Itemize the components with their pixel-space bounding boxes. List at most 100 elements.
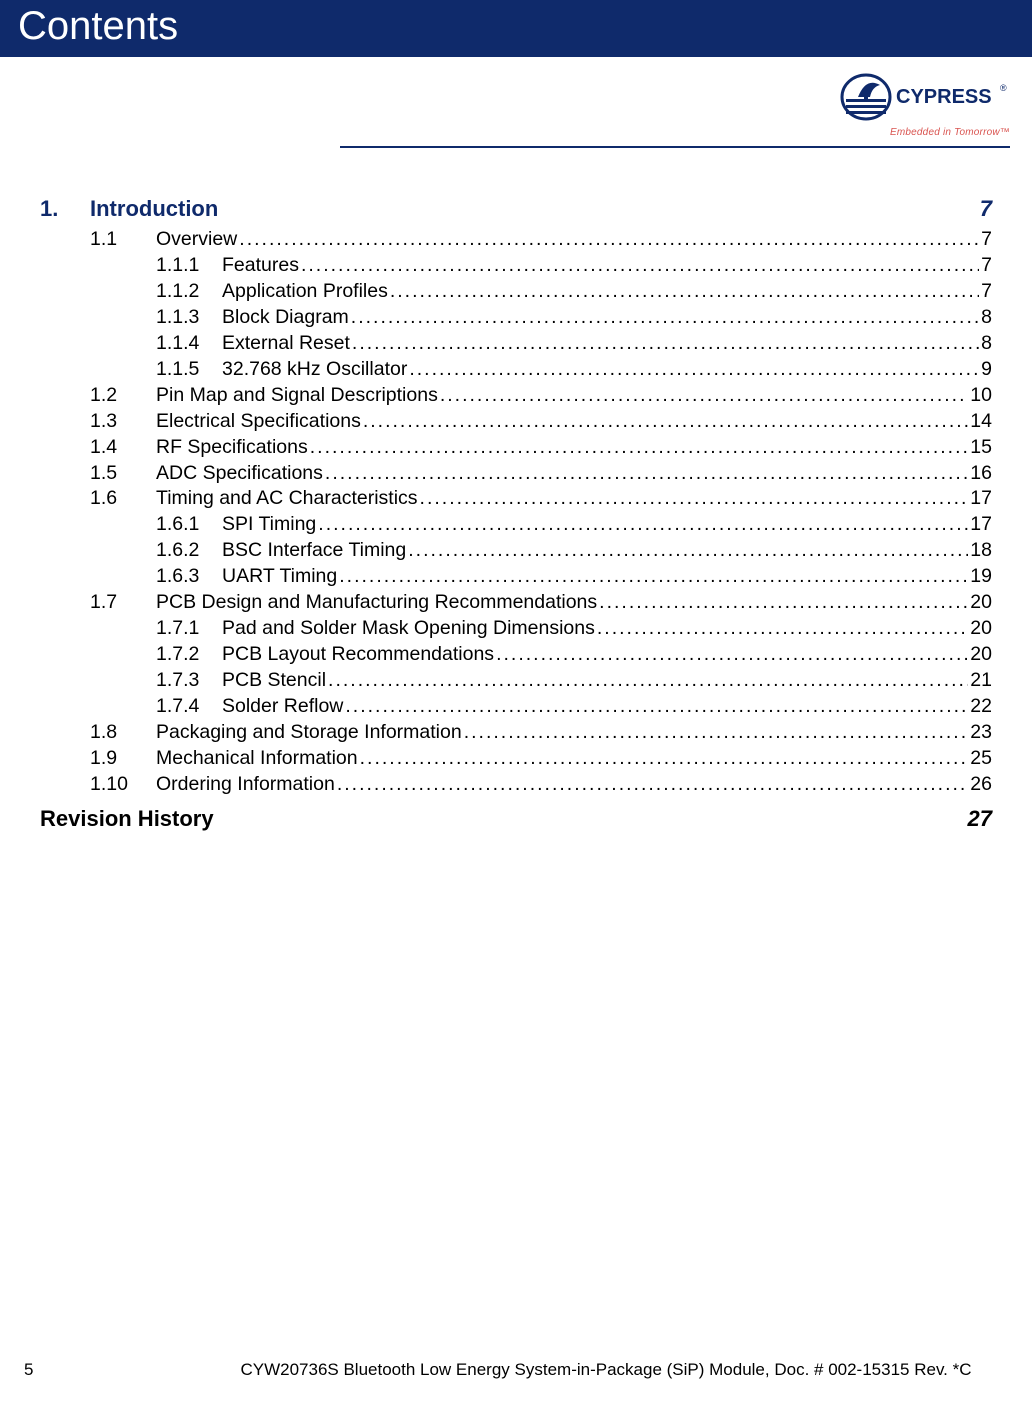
cypress-logo-icon: CYPRESS ® xyxy=(840,69,1010,125)
leader-dots: ........................................… xyxy=(239,227,979,253)
entry-page: 26 xyxy=(970,772,992,798)
entry-title: Electrical Specifications xyxy=(156,409,361,435)
entry-page: 9 xyxy=(981,357,992,383)
entry-title: Ordering Information xyxy=(156,772,335,798)
document-page: Contents CYPRESS ® Embedded in Tomorrow™ xyxy=(0,0,1032,1404)
entry-page: 8 xyxy=(981,331,992,357)
entry-page: 22 xyxy=(970,694,992,720)
entry-number: 1.10 xyxy=(90,772,156,798)
toc-section: 1.10Ordering Information................… xyxy=(40,772,992,798)
entry-page: 20 xyxy=(970,642,992,668)
entry-title: Solder Reflow xyxy=(222,694,343,720)
entry-page: 20 xyxy=(970,590,992,616)
contents-banner: Contents xyxy=(0,0,1032,57)
toc-section: 1.9Mechanical Information...............… xyxy=(40,746,992,772)
entry-page: 8 xyxy=(981,305,992,331)
entry-title: Mechanical Information xyxy=(156,746,358,772)
leader-dots: ........................................… xyxy=(318,512,968,538)
toc-subsection: 1.1.4External Reset.....................… xyxy=(40,331,992,357)
leader-dots: ........................................… xyxy=(597,616,968,642)
entry-title: Application Profiles xyxy=(222,279,388,305)
entry-number: 1.5 xyxy=(90,461,156,487)
entry-title: Timing and AC Characteristics xyxy=(156,486,418,512)
entry-number: 1.6.2 xyxy=(156,538,222,564)
table-of-contents: 1. Introduction 7 1.1Overview...........… xyxy=(0,148,1032,833)
entry-page: 15 xyxy=(970,435,992,461)
entry-number: 1.7.2 xyxy=(156,642,222,668)
entry-number: 1.1.4 xyxy=(156,331,222,357)
entry-title: Overview xyxy=(156,227,237,253)
revision-page: 27 xyxy=(968,804,992,833)
toc-entries-list: 1.1Overview.............................… xyxy=(40,227,992,797)
entry-page: 23 xyxy=(970,720,992,746)
entry-title: BSC Interface Timing xyxy=(222,538,406,564)
entry-number: 1.1.2 xyxy=(156,279,222,305)
entry-page: 20 xyxy=(970,616,992,642)
leader-dots: ........................................… xyxy=(440,383,968,409)
entry-number: 1.4 xyxy=(90,435,156,461)
leader-dots: ........................................… xyxy=(325,461,968,487)
leader-dots: ........................................… xyxy=(360,746,969,772)
toc-section: 1.7PCB Design and Manufacturing Recommen… xyxy=(40,590,992,616)
entry-page: 25 xyxy=(970,746,992,772)
entry-number: 1.6.1 xyxy=(156,512,222,538)
toc-subsection: 1.6.2BSC Interface Timing...............… xyxy=(40,538,992,564)
entry-title: ADC Specifications xyxy=(156,461,323,487)
entry-number: 1.6.3 xyxy=(156,564,222,590)
entry-page: 7 xyxy=(981,253,992,279)
banner-title: Contents xyxy=(18,4,178,48)
revision-title: Revision History xyxy=(40,804,968,833)
leader-dots: ........................................… xyxy=(599,590,968,616)
entry-title: Packaging and Storage Information xyxy=(156,720,462,746)
entry-number: 1.8 xyxy=(90,720,156,746)
entry-page: 21 xyxy=(970,668,992,694)
entry-number: 1.7 xyxy=(90,590,156,616)
leader-dots: ........................................… xyxy=(363,409,968,435)
page-footer: 5 CYW20736S Bluetooth Low Energy System-… xyxy=(0,1360,1032,1380)
entry-number: 1.9 xyxy=(90,746,156,772)
entry-number: 1.3 xyxy=(90,409,156,435)
toc-subsection: 1.7.2PCB Layout Recommendations.........… xyxy=(40,642,992,668)
toc-section: 1.5ADC Specifications...................… xyxy=(40,461,992,487)
chapter-number: 1. xyxy=(40,194,90,223)
chapter-page: 7 xyxy=(980,194,992,223)
leader-dots: ........................................… xyxy=(352,331,979,357)
entry-page: 16 xyxy=(970,461,992,487)
toc-section: 1.8Packaging and Storage Information....… xyxy=(40,720,992,746)
toc-revision-history: Revision History 27 xyxy=(40,804,992,833)
logo-tagline: Embedded in Tomorrow™ xyxy=(840,127,1010,138)
entry-page: 17 xyxy=(970,512,992,538)
brand-text: CYPRESS xyxy=(896,86,992,108)
leader-dots: ........................................… xyxy=(464,720,969,746)
leader-dots: ........................................… xyxy=(301,253,979,279)
toc-subsection: 1.6.3UART Timing........................… xyxy=(40,564,992,590)
entry-title: PCB Layout Recommendations xyxy=(222,642,494,668)
toc-subsection: 1.7.4Solder Reflow......................… xyxy=(40,694,992,720)
leader-dots: ........................................… xyxy=(345,694,968,720)
toc-section: 1.1Overview.............................… xyxy=(40,227,992,253)
entry-title: PCB Design and Manufacturing Recommendat… xyxy=(156,590,597,616)
entry-number: 1.1.3 xyxy=(156,305,222,331)
chapter-title: Introduction xyxy=(90,194,980,223)
entry-number: 1.7.4 xyxy=(156,694,222,720)
leader-dots: ........................................… xyxy=(339,564,968,590)
toc-subsection: 1.6.1SPI Timing.........................… xyxy=(40,512,992,538)
entry-number: 1.1 xyxy=(90,227,156,253)
entry-title: Block Diagram xyxy=(222,305,349,331)
entry-title: RF Specifications xyxy=(156,435,308,461)
entry-title: Features xyxy=(222,253,299,279)
entry-page: 7 xyxy=(981,279,992,305)
footer-page-number: 5 xyxy=(24,1360,204,1380)
toc-section: 1.6Timing and AC Characteristics........… xyxy=(40,486,992,512)
leader-dots: ........................................… xyxy=(409,357,979,383)
logo-row: CYPRESS ® Embedded in Tomorrow™ xyxy=(0,57,1032,138)
entry-page: 17 xyxy=(970,486,992,512)
entry-title: Pin Map and Signal Descriptions xyxy=(156,383,438,409)
toc-chapter: 1. Introduction 7 xyxy=(40,194,992,223)
entry-number: 1.1.5 xyxy=(156,357,222,383)
entry-title: UART Timing xyxy=(222,564,337,590)
toc-subsection: 1.1.3Block Diagram......................… xyxy=(40,305,992,331)
entry-page: 18 xyxy=(970,538,992,564)
leader-dots: ........................................… xyxy=(328,668,968,694)
toc-subsection: 1.1.1Features...........................… xyxy=(40,253,992,279)
